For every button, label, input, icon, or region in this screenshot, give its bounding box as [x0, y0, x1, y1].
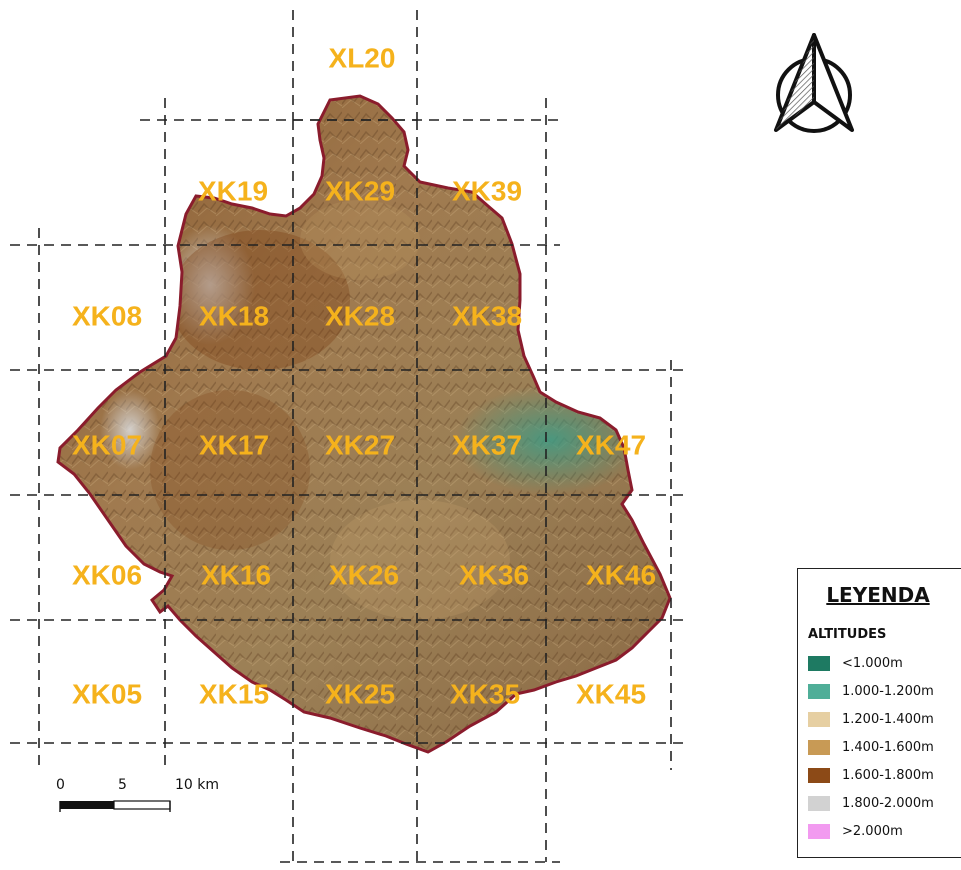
grid-label-xk15: XK15 [199, 678, 269, 709]
grid-label-xk47: XK47 [576, 429, 646, 460]
grid-label-xk39: XK39 [452, 175, 522, 206]
legend-label: 1.400-1.600m [842, 739, 934, 755]
legend-swatch [808, 767, 830, 783]
grid-label-xk46: XK46 [586, 559, 656, 590]
grid-label-xk05: XK05 [72, 678, 142, 709]
grid-labels: XL20 XK19 XK29 XK39 XK08 XK18 XK28 XK38 XK07 XK17… [72, 42, 656, 709]
scale-label-5: 5 [118, 777, 127, 793]
legend-label: >2.000m [842, 823, 903, 839]
legend-item: 1.600-1.800m [808, 765, 934, 785]
legend-label: <1.000m [842, 655, 903, 671]
legend-item: 1.400-1.600m [808, 737, 934, 757]
grid-label-xk45: XK45 [576, 678, 646, 709]
grid-label-xk07: XK07 [72, 429, 142, 460]
grid-label-xk06: XK06 [72, 559, 142, 590]
grid-label-xk37: XK37 [452, 429, 522, 460]
grid-label-xl20: XL20 [329, 42, 396, 73]
grid-label-xk28: XK28 [325, 300, 395, 331]
grid-label-xk27: XK27 [325, 429, 395, 460]
legend-item: 1.200-1.400m [808, 709, 934, 729]
legend-swatch [808, 683, 830, 699]
grid-label-xk17: XK17 [199, 429, 269, 460]
grid-label-xk38: XK38 [452, 300, 522, 331]
grid-label-xk36: XK36 [459, 559, 529, 590]
legend-title: LEYENDA [826, 583, 930, 607]
legend-item: <1.000m [808, 653, 903, 673]
legend-swatch [808, 711, 830, 727]
legend-label: 1.200-1.400m [842, 711, 934, 727]
legend-item: 1.800-2.000m [808, 793, 934, 813]
legend-label: 1.000-1.200m [842, 683, 934, 699]
legend-swatch [808, 655, 830, 671]
grid-label-xk19: XK19 [198, 175, 268, 206]
scale-bar [59, 800, 171, 812]
grid-label-xk29: XK29 [325, 175, 395, 206]
legend-box: LEYENDA ALTITUDES <1.000m 1.000-1.200m 1… [797, 568, 961, 858]
grid-label-xk26: XK26 [329, 559, 399, 590]
grid-label-xk16: XK16 [201, 559, 271, 590]
scale-label-10km: 10 km [175, 777, 220, 793]
grid-label-xk25: XK25 [325, 678, 395, 709]
grid-label-xk35: XK35 [450, 678, 520, 709]
legend-label: 1.800-2.000m [842, 795, 934, 811]
legend-swatch [808, 823, 830, 839]
legend-item: >2.000m [808, 821, 903, 841]
legend-label: 1.600-1.800m [842, 767, 934, 783]
legend-swatch [808, 795, 830, 811]
legend-swatch [808, 739, 830, 755]
utm-grid [10, 10, 690, 863]
legend-subtitle: ALTITUDES [808, 627, 887, 642]
grid-label-xk08: XK08 [72, 300, 142, 331]
north-arrow-icon [774, 33, 854, 133]
scale-label-0: 0 [56, 777, 65, 793]
legend-item: 1.000-1.200m [808, 681, 934, 701]
grid-label-xk18: XK18 [199, 300, 269, 331]
